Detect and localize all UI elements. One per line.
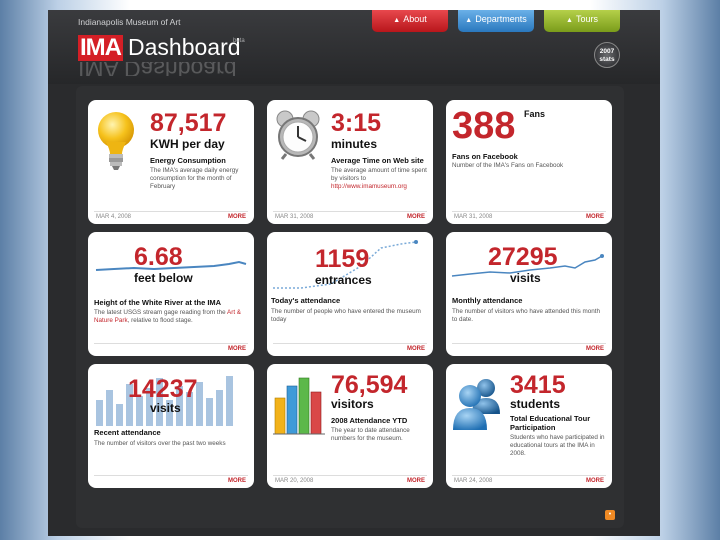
card-title: Today's attendance: [271, 296, 341, 305]
nav-about-button[interactable]: ▲ About: [372, 10, 448, 32]
card-unit: visits: [510, 271, 541, 285]
card-unit: visits: [150, 401, 181, 415]
card-title: Energy Consumption: [150, 156, 226, 165]
card-description: The year to date attendance numbers for …: [331, 427, 410, 442]
triangle-up-icon: ▲: [465, 17, 473, 24]
card-footer: MAR 20, 2008 MORE: [273, 475, 427, 485]
card-footer: MORE: [94, 343, 248, 353]
more-link[interactable]: MORE: [407, 478, 425, 484]
card-footer: MAR 31, 2008 MORE: [452, 211, 606, 221]
card-title: 2008 Attendance YTD: [331, 416, 408, 425]
card-description: The number of people who have entered th…: [271, 308, 421, 323]
card-title: Average Time on Web site: [331, 156, 424, 165]
dashboard-title: Dashboard: [128, 34, 241, 60]
card-footer: MAR 4, 2008 MORE: [94, 211, 248, 221]
card-title: Fans on Facebook: [452, 152, 518, 161]
card-title: Monthly attendance: [452, 296, 523, 305]
card-description: Number of the IMA's Fans on Facebook: [452, 162, 564, 169]
educational-tours-card[interactable]: 3415 students Total Educational Tour Par…: [446, 364, 612, 488]
card-unit: feet below: [134, 271, 193, 285]
rss-icon[interactable]: •: [605, 510, 615, 520]
card-date: MAR 31, 2008: [275, 214, 314, 220]
recent-attendance-card[interactable]: 14237 visits Recent attendance The numbe…: [88, 364, 254, 488]
more-link[interactable]: MORE: [407, 346, 425, 352]
more-link[interactable]: MORE: [586, 214, 604, 220]
card-description: The IMA's average daily energy consumpti…: [150, 167, 239, 190]
card-value: 6.68: [134, 243, 183, 271]
nav-departments-button[interactable]: ▲ Departments: [458, 10, 534, 32]
card-date: MAR 24, 2008: [454, 478, 493, 484]
card-date: MAR 4, 2008: [96, 214, 132, 220]
card-description: The number of visitors over the past two…: [94, 440, 226, 447]
more-link[interactable]: MORE: [228, 478, 246, 484]
web-time-card[interactable]: 3:15 minutes Average Time on Web site Th…: [267, 100, 433, 224]
card-footer: MAR 31, 2008 MORE: [273, 211, 427, 221]
card-value: 27295: [488, 243, 558, 271]
card-title: Recent attendance: [94, 428, 161, 437]
triangle-up-icon: ▲: [393, 17, 401, 24]
card-value: 76,594: [331, 371, 408, 399]
header-bar: ▲ About ▲ Departments ▲ Tours Indianapolis …: [48, 10, 660, 84]
more-link[interactable]: MORE: [586, 346, 604, 352]
facebook-fans-card[interactable]: 388 Fans Fans on Facebook Number of the …: [446, 100, 612, 224]
card-date: MAR 20, 2008: [275, 478, 314, 484]
lightbulb-icon: [98, 112, 134, 170]
ima-logo[interactable]: IMA: [78, 34, 123, 61]
website-link[interactable]: http://www.imamuseum.org: [331, 183, 407, 190]
people-icon: [453, 379, 500, 430]
more-link[interactable]: MORE: [407, 214, 425, 220]
more-link[interactable]: MORE: [228, 346, 246, 352]
card-unit: KWH per day: [150, 137, 225, 151]
alarm-clock-icon: [276, 110, 320, 160]
card-value: 388: [452, 105, 516, 147]
stats-badge[interactable]: 2007 stats: [594, 42, 620, 68]
card-footer: MORE: [452, 343, 606, 353]
color-bars-icon: [273, 377, 325, 435]
card-value: 3:15: [331, 109, 382, 137]
card-footer: MAR 24, 2008 MORE: [452, 475, 606, 485]
monthly-sparkline: [451, 254, 604, 277]
card-value: 1159: [315, 245, 370, 273]
card-description: Students who have participated in educat…: [510, 434, 605, 457]
nav-tours-button[interactable]: ▲ Tours: [544, 10, 620, 32]
card-unit: minutes: [331, 137, 378, 151]
card-description: The average amount of time spent by visi…: [331, 167, 427, 190]
card-description: The number of visitors who have attended…: [452, 308, 601, 323]
more-link[interactable]: MORE: [586, 478, 604, 484]
card-title: Total Educational Tour Participation: [510, 414, 591, 432]
card-unit: entrances: [315, 273, 372, 287]
card-unit: visitors: [331, 397, 374, 411]
card-unit: Fans: [524, 109, 546, 119]
card-value: 14237: [128, 375, 198, 403]
card-value: 3415: [510, 371, 566, 399]
logo-reflection: IMA Dashboard: [78, 62, 237, 76]
ytd-attendance-card[interactable]: 76,594 visitors 2008 Attendance YTD The …: [267, 364, 433, 488]
energy-card[interactable]: 87,517 KWH per day Energy Consumption Th…: [88, 100, 254, 224]
card-value: 87,517: [150, 109, 227, 137]
river-height-card[interactable]: 6.68 feet below Height of the White Rive…: [88, 232, 254, 356]
card-date: MAR 31, 2008: [454, 214, 493, 220]
card-footer: MORE: [273, 343, 427, 353]
more-link[interactable]: MORE: [228, 214, 246, 220]
card-unit: students: [510, 397, 561, 411]
beta-label: beta: [233, 38, 245, 44]
card-description: The latest USGS stream gage reading from…: [94, 309, 242, 324]
card-footer: MORE: [94, 475, 248, 485]
bar-chart-icon: [96, 376, 233, 426]
today-attendance-card[interactable]: 1159 entrances Today's attendance The nu…: [267, 232, 433, 356]
dashboard-window: ▲ About ▲ Departments ▲ Tours Indianapolis …: [48, 10, 660, 536]
river-sparkline: [95, 260, 247, 271]
widget-panel: 87,517 KWH per day Energy Consumption Th…: [76, 86, 624, 528]
card-title: Height of the White River at the IMA: [94, 298, 222, 307]
art-nature-park-link[interactable]: Art & Nature Park: [94, 309, 242, 324]
monthly-attendance-card[interactable]: 27295 visits Monthly attendance The numb…: [446, 232, 612, 356]
triangle-up-icon: ▲: [566, 17, 573, 24]
attendance-sparkline: [273, 240, 418, 289]
org-name: Indianapolis Museum of Art: [78, 17, 181, 27]
